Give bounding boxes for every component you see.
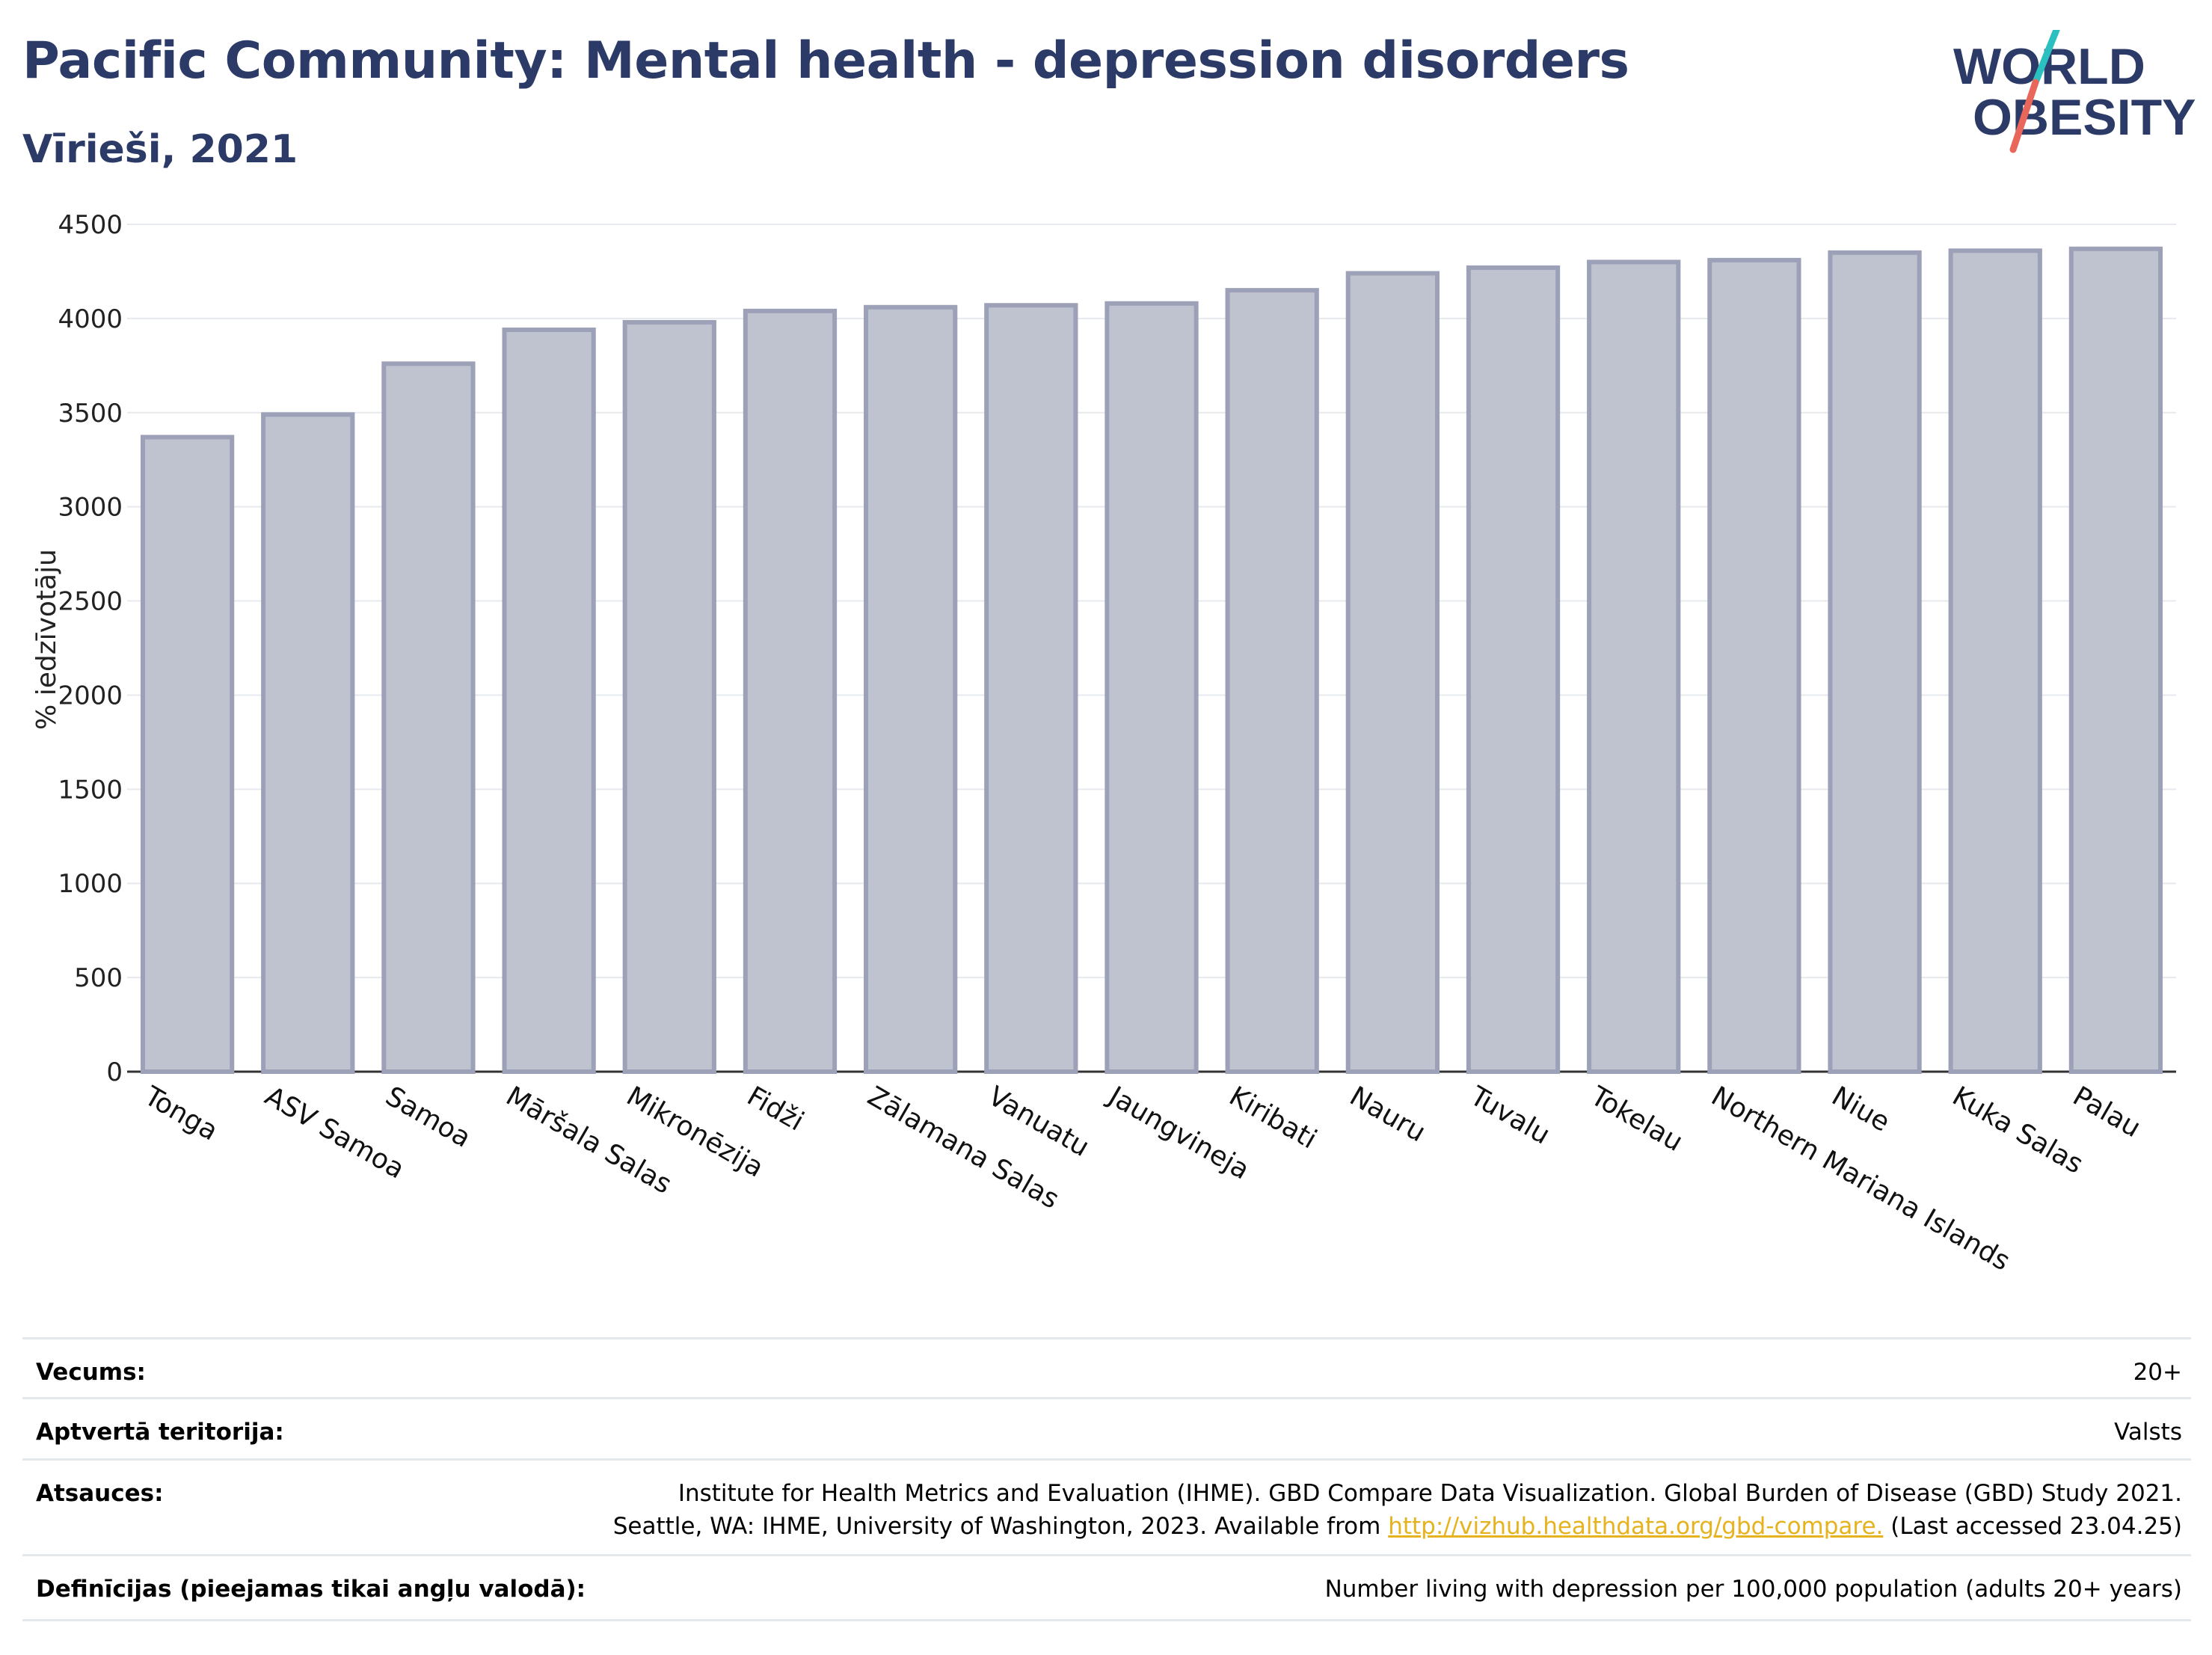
- x-tick-label: Kiribati: [1224, 1081, 1322, 1155]
- logo-text-obesity: OBESITY: [1973, 89, 2196, 146]
- bar-z-lamana-salas: [864, 304, 958, 1074]
- y-tick-label: 3500: [58, 399, 123, 429]
- bar-chart: 0 500 1000 1500 2000 2500 3000 3500 4000 4500 Ton…: [31, 210, 2176, 1277]
- x-tick-label: Tuvalu: [1464, 1081, 1555, 1151]
- bar-fid-i: [743, 308, 838, 1075]
- meta-row-references: Atsauces: Institute for Health Metrics a…: [22, 1458, 2191, 1556]
- bar-niue: [1828, 250, 1922, 1074]
- bar-vanuatu: [984, 303, 1078, 1075]
- meta-row-definitions: Definīcijas (pieejamas tikai angļu valod…: [22, 1554, 2191, 1621]
- meta-value-coverage: Valsts: [2114, 1419, 2182, 1446]
- x-tick-label: Tonga: [138, 1081, 223, 1147]
- meta-label-references: Atsauces:: [36, 1480, 164, 1507]
- x-tick-label: Fidži: [742, 1081, 809, 1137]
- page-title: Pacific Community: Mental health - depre…: [22, 31, 1629, 90]
- reference-line-1: Institute for Health Metrics and Evaluat…: [678, 1480, 2182, 1507]
- y-tick-label: 500: [74, 963, 123, 993]
- y-tick-labels: 0 500 1000 1500 2000 2500 3000 3500 4000 4500: [58, 210, 123, 1087]
- y-tick-label: 3000: [58, 493, 123, 523]
- x-tick-label: Palau: [2068, 1081, 2146, 1143]
- bar-palau: [2068, 246, 2163, 1075]
- y-tick-label: 4500: [58, 210, 123, 240]
- bar-mikron-zija: [622, 319, 716, 1074]
- meta-label-coverage: Aptvertā teritorija:: [36, 1419, 284, 1446]
- reference-line-2-text: Seattle, WA: IHME, University of Washing…: [612, 1513, 1389, 1540]
- bar-tonga: [140, 435, 235, 1074]
- x-tick-label: Niue: [1827, 1081, 1895, 1137]
- meta-label-definitions: Definīcijas (pieejamas tikai angļu valod…: [36, 1576, 586, 1603]
- bar-kiribati: [1225, 288, 1319, 1075]
- logo-slash-bottom: [2009, 79, 2039, 153]
- meta-row-coverage: Aptvertā teritorija: Valsts: [22, 1397, 2191, 1461]
- meta-row-age: Vecums: 20+: [22, 1337, 2191, 1399]
- bar-jaungvineja: [1105, 301, 1199, 1074]
- bar-tokelau: [1587, 260, 1681, 1074]
- y-tick-label: 2500: [58, 587, 123, 617]
- meta-value-definitions: Number living with depression per 100,00…: [1324, 1576, 2182, 1603]
- y-tick-label: 0: [106, 1057, 123, 1087]
- reference-line-2: Seattle, WA: IHME, University of Washing…: [613, 1510, 2182, 1543]
- logo-slash-top: [2032, 30, 2060, 86]
- bars: [140, 246, 2163, 1075]
- bar-samoa: [381, 361, 476, 1074]
- world-obesity-logo: WORLD OBESITY: [1953, 30, 2196, 153]
- bar-nauru: [1345, 271, 1440, 1074]
- meta-value-age: 20+: [2133, 1359, 2182, 1386]
- meta-label-age: Vecums:: [36, 1359, 146, 1386]
- bar-kuka-salas: [1948, 248, 2042, 1074]
- x-tick-label: Kuka Salas: [1947, 1081, 2089, 1180]
- y-tick-label: 1500: [58, 775, 123, 805]
- page-subtitle: Vīrieši, 2021: [22, 127, 298, 172]
- y-tick-label: 1000: [58, 869, 123, 899]
- meta-value-references: Institute for Health Metrics and Evaluat…: [613, 1477, 2182, 1543]
- y-tick-label: 2000: [58, 681, 123, 710]
- y-tick-label: 4000: [58, 304, 123, 334]
- bar-northern-mariana-islands: [1707, 257, 1801, 1075]
- y-axis-label: % iedzīvotāju: [31, 549, 62, 730]
- x-tick-label: Nauru: [1345, 1081, 1431, 1148]
- x-tick-label: Tokelau: [1585, 1081, 1688, 1158]
- bar-m-r-ala-salas: [502, 327, 596, 1075]
- x-tick-label: Samoa: [380, 1081, 476, 1154]
- reference-line-2-accessed: (Last accessed 23.04.25): [1883, 1513, 2182, 1540]
- reference-link[interactable]: http://vizhub.healthdata.org/gbd-compare…: [1388, 1513, 1884, 1540]
- bar-asv-samoa: [261, 412, 355, 1075]
- bar-tuvalu: [1466, 265, 1561, 1074]
